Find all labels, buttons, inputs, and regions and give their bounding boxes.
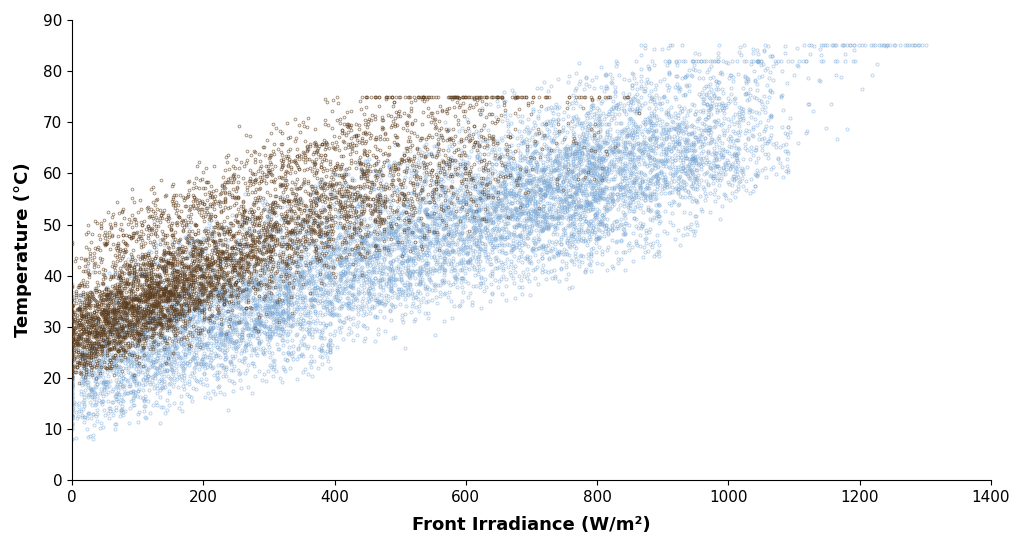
Y-axis label: Temperature (°C): Temperature (°C) bbox=[14, 163, 32, 338]
X-axis label: Front Irradiance (W/m²): Front Irradiance (W/m²) bbox=[413, 516, 651, 534]
